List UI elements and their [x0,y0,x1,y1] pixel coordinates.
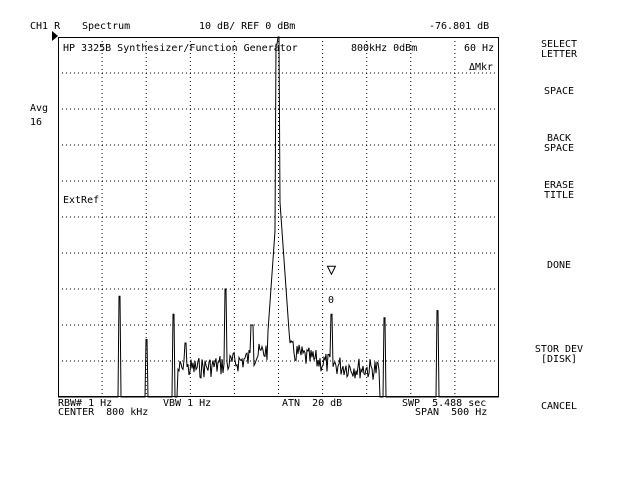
atn-label: ATN 20 dB [282,398,343,409]
display-title: HP 3325B Synthesizer/Function Generator [63,43,298,54]
active-channel-arrow-icon [52,31,58,41]
softkey-label: DONE [546,260,572,271]
marker-triangle-icon [326,265,337,276]
delta-marker-label: ΔMkr [469,62,494,73]
softkey-select-letter[interactable]: SELECT LETTER [512,40,606,60]
softkey-cancel[interactable]: CANCEL [512,402,606,412]
softkey-done[interactable]: DONE [512,261,606,271]
measurement-label: Spectrum [82,21,131,32]
marker-number: 0 [328,295,335,306]
softkey-label: TITLE [543,190,575,201]
softkey-label: SPACE [543,143,575,154]
avg-label: Avg [30,103,49,114]
softkey-stor-dev[interactable]: STOR DEV [DISK] [512,345,606,365]
channel-label: CH1 R [30,21,61,32]
softkey-label: LETTER [540,49,578,60]
softkey-label: SPACE [543,86,575,97]
softkey-label: BACK [546,133,572,144]
softkey-space[interactable]: SPACE [512,87,606,97]
softkey-label: ERASE [543,180,575,191]
marker-frequency: 60 Hz [464,43,495,54]
span-label: SPAN 500 Hz [415,407,488,418]
softkey-label: SELECT [540,39,578,50]
marker-readout: -76.801 dB [429,21,490,32]
vbw-label: VBW 1 Hz [163,398,212,409]
softkey-label: CANCEL [540,401,578,412]
signal-annotation: 800kHz 0dBm [351,43,418,54]
ext-ref-label: ExtRef [63,195,100,206]
softkey-back-space[interactable]: BACK SPACE [512,134,606,154]
spectrum-trace-line [58,36,499,398]
scale-label: 10 dB/ REF 0 dBm [199,21,296,32]
softkey-label: STOR DEV [534,344,584,355]
softkey-label: [DISK] [540,354,578,365]
softkey-erase-title[interactable]: ERASE TITLE [512,181,606,201]
rbw-label: RBW# 1 Hz [58,398,113,409]
spectrum-trace-chart [58,36,499,398]
center-label: CENTER 800 kHz [58,407,149,418]
swp-label: SWP 5.488 sec [402,398,487,409]
avg-count: 16 [30,117,43,128]
